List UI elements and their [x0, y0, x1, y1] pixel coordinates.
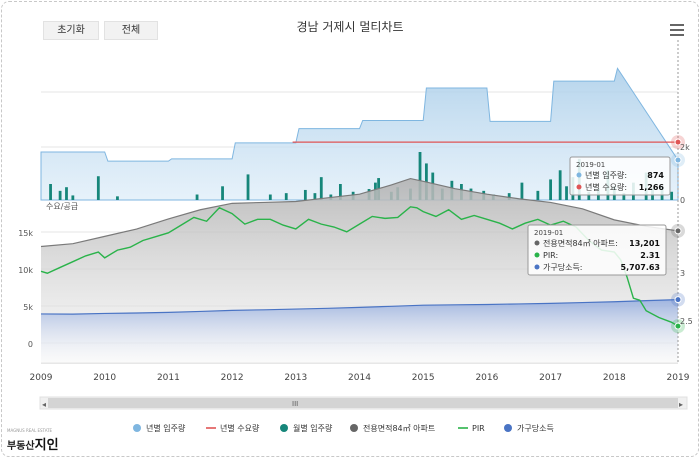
tooltip-top-swatch [576, 172, 582, 178]
monthly-supply-bar [71, 195, 75, 200]
x-axis-tick: 2009 [30, 373, 53, 383]
monthly-supply-bar [313, 193, 317, 200]
x-axis-tick: 2017 [539, 373, 562, 383]
reset-button[interactable]: 초기화 [43, 21, 99, 40]
legend-item-label[interactable]: 가구당소득 [517, 423, 554, 433]
income-line [40, 299, 679, 315]
brand-logo: MAGNUS REAL ESTATE 부동산지인 [7, 428, 59, 453]
upper-y-tick: 0 [680, 196, 685, 205]
tooltip-top-value: 874 [647, 171, 664, 180]
tooltip-bottom-swatch [534, 240, 540, 246]
tooltip-bottom-value: 2.31 [640, 251, 660, 260]
hamburger-menu-icon[interactable] [670, 24, 684, 36]
monthly-supply-bar [303, 189, 307, 200]
monthly-supply-bar [96, 176, 100, 200]
monthly-supply-bar [284, 193, 288, 200]
tooltip-top-date: 2019-01 [576, 161, 605, 169]
monthly-supply-bar [536, 190, 540, 200]
legend-item-label[interactable]: 년별 수요량 [220, 423, 260, 433]
monthly-supply-bar [565, 186, 568, 200]
monthly-supply-bar [246, 174, 250, 200]
scroll-right-arrow-icon[interactable]: ▸ [679, 400, 683, 409]
legend-item-label[interactable]: 월별 입주량 [293, 423, 333, 433]
monthly-supply-bar [622, 193, 626, 200]
monthly-supply-bar [558, 170, 562, 200]
tooltip-bottom-swatch [534, 252, 540, 258]
monthly-supply-bar [268, 194, 272, 200]
monthly-supply-bar [507, 193, 511, 200]
chart-title: 경남 거제시 멀티차트 [296, 20, 404, 34]
income-marker [674, 296, 682, 304]
lower-y-tick: 10k [18, 266, 33, 275]
x-axis-tick: 2014 [348, 373, 371, 383]
monthly-supply-bar [587, 191, 591, 200]
x-axis-tick: 2018 [603, 373, 626, 383]
tooltip-bottom-label: 가구당소득: [543, 262, 583, 272]
x-axis-tick: 2015 [412, 373, 435, 383]
legend-item-label[interactable]: 년별 입주량 [146, 423, 186, 433]
x-axis-tick: 2016 [475, 373, 498, 383]
tooltip-top-label: 년별 입주량: [585, 170, 627, 180]
monthly-supply-bar [319, 177, 323, 200]
tooltip-top-swatch [576, 184, 582, 190]
tooltip-bottom-value: 13,201 [629, 239, 660, 248]
tooltip-bottom-date: 2019-01 [534, 229, 563, 237]
monthly-supply-bar [58, 190, 62, 200]
x-axis-tick: 2012 [221, 373, 244, 383]
monthly-supply-bar [65, 187, 68, 200]
navigator-thumb[interactable] [48, 398, 678, 408]
x-axis-tick: 2019 [667, 373, 690, 383]
monthly-supply-bar [116, 196, 119, 200]
yearly-demand-marker [674, 138, 682, 146]
lower-right-y-tick: 2.5 [680, 317, 693, 326]
tooltip-top-label: 년별 수요량: [585, 182, 627, 192]
monthly-supply-bar [221, 186, 224, 200]
upper-y-tick: 2k [680, 143, 690, 152]
monthly-supply-bar [520, 182, 524, 200]
lower-y-tick: 5k [23, 303, 33, 312]
tooltip-bottom-label: 전용면적84㎡ 아파트: [543, 238, 618, 248]
lower-right-y-tick: 3 [680, 269, 685, 278]
tooltip-top-box [569, 156, 671, 196]
legend-dot-swatch [504, 424, 512, 432]
x-axis-tick: 2011 [157, 373, 180, 383]
pir-marker [674, 322, 682, 330]
legend-dot-swatch [133, 424, 141, 432]
x-axis-tick: 2010 [93, 373, 116, 383]
legend-dot-swatch [280, 424, 288, 432]
tooltip-bottom-value: 5,707.63 [621, 263, 660, 272]
tooltip-bottom-label: PIR: [543, 251, 558, 260]
monthly-supply-bar [549, 179, 552, 200]
navigator-grip[interactable]: III [292, 400, 298, 408]
monthly-supply-bar [670, 191, 674, 200]
tooltip-bottom-box [527, 224, 667, 276]
income-area [41, 299, 678, 363]
monthly-supply-bar [338, 184, 342, 200]
tooltip-top-value: 1,266 [639, 183, 665, 192]
price-84-marker [674, 227, 682, 235]
tooltip-bottom-swatch [534, 264, 540, 270]
monthly-supply-bar [195, 194, 199, 200]
x-axis-tick: 2013 [284, 373, 307, 383]
yearly-supply-marker [674, 156, 682, 164]
upper-axis-label: 수요/공급 [46, 202, 78, 211]
legend-item-label[interactable]: 전용면적84㎡ 아파트 [363, 423, 435, 433]
all-range-button[interactable]: 전체 [104, 21, 158, 40]
lower-y-tick: 15k [18, 229, 33, 238]
monthly-supply-bar [49, 184, 52, 200]
scroll-left-arrow-icon[interactable]: ◂ [42, 400, 46, 409]
legend-item-label[interactable]: PIR [472, 424, 485, 433]
legend-dot-swatch [350, 424, 358, 432]
yearly-supply-area [40, 67, 679, 201]
monthly-supply-bar [418, 152, 422, 200]
price-84-line [40, 177, 679, 248]
lower-y-tick: 0 [28, 340, 33, 349]
